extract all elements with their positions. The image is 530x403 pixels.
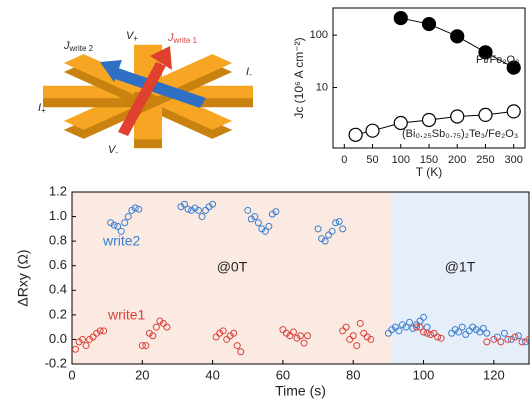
x-tick-label: 100 (413, 367, 435, 382)
x-tick-label: 80 (346, 367, 360, 382)
y-tick-label: -0.2 (45, 355, 67, 370)
label-jwrite2: Jwrite 2 (63, 40, 94, 53)
y-tick-label: 0.0 (49, 331, 67, 346)
x-tick-label: 200 (448, 154, 466, 166)
figure: Jwrite 2 Jwrite 1 V+ V- I+ I- 0501001502… (0, 0, 530, 403)
label-iminus: I- (246, 66, 252, 79)
x-axis-label: Time (s) (275, 383, 326, 399)
x-tick-label: 40 (205, 367, 219, 382)
data-point (423, 18, 436, 31)
annotation: @0T (217, 259, 248, 275)
label-vplus: V+ (126, 30, 138, 43)
label-sub: + (133, 34, 138, 43)
y-axis-label: Jc (10⁶ A cm⁻²) (292, 37, 306, 118)
x-tick-label: 60 (276, 367, 290, 382)
y-tick-label: 0.2 (49, 306, 67, 321)
x-tick-label: 120 (483, 367, 505, 382)
data-point (479, 108, 492, 121)
x-tick-label: 150 (420, 154, 438, 166)
label-sub: write 1 (173, 36, 198, 45)
series-label: (Bi₀.₂₅Sb₀.₇₅)₂Te₃/Fe₂O₃ (402, 128, 518, 140)
x-tick-label: 20 (135, 367, 149, 382)
data-point (349, 128, 362, 141)
data-point (394, 12, 407, 25)
label-sub: - (249, 70, 252, 79)
data-point (451, 110, 464, 123)
y-axis-label: ΔRxy (Ω) (15, 249, 31, 306)
y-tick-label: 10 (316, 81, 328, 93)
data-point (423, 113, 436, 126)
series-label: write1 (107, 307, 146, 323)
series-label: Pt/Fe₂O₃ (476, 54, 520, 66)
label-sub: write 2 (69, 44, 94, 53)
label-vminus: V- (108, 144, 118, 157)
label-jwrite1: Jwrite 1 (167, 32, 198, 45)
data-point (451, 30, 464, 43)
annotation: @1T (445, 259, 476, 275)
y-tick-label: 0.8 (49, 233, 67, 248)
x-axis-label: T (K) (416, 165, 442, 179)
y-tick-label: 0.6 (49, 257, 67, 272)
x-tick-label: 50 (366, 154, 378, 166)
y-tick-label: 1.2 (49, 183, 67, 198)
label-sub: - (115, 148, 118, 157)
device-diagram (43, 45, 253, 149)
x-tick-label: 250 (476, 154, 494, 166)
y-tick-label: 1.0 (49, 208, 67, 223)
series-label: write2 (102, 233, 141, 249)
data-point (507, 105, 520, 118)
x-tick-label: 100 (392, 154, 410, 166)
y-tick-label: 100 (310, 29, 328, 41)
label-sub: + (41, 106, 46, 115)
x-tick-label: 0 (341, 154, 347, 166)
y-tick-label: 0.4 (49, 282, 67, 297)
x-tick-label: 0 (68, 367, 75, 382)
data-point (366, 124, 379, 137)
x-tick-label: 300 (505, 154, 523, 166)
